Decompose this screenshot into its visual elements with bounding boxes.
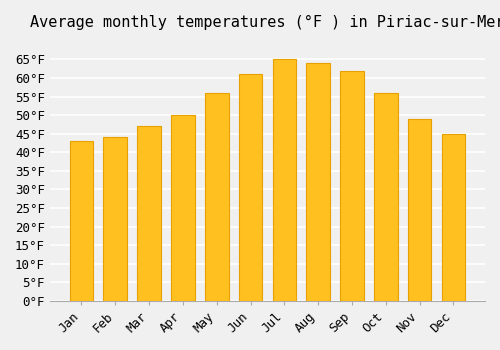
Bar bbox=[408, 119, 432, 301]
Bar bbox=[70, 141, 94, 301]
Bar bbox=[171, 115, 194, 301]
Bar bbox=[374, 93, 398, 301]
Title: Average monthly temperatures (°F ) in Piriac-sur-Mer: Average monthly temperatures (°F ) in Pi… bbox=[30, 15, 500, 30]
Bar bbox=[306, 63, 330, 301]
Bar bbox=[104, 138, 127, 301]
Bar bbox=[238, 74, 262, 301]
Bar bbox=[442, 134, 465, 301]
Bar bbox=[138, 126, 161, 301]
Bar bbox=[340, 71, 364, 301]
Bar bbox=[205, 93, 229, 301]
Bar bbox=[272, 60, 296, 301]
